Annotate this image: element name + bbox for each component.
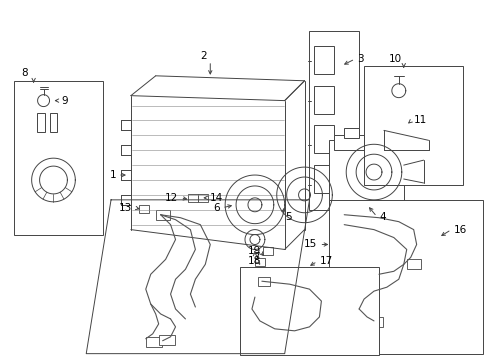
Text: 5: 5	[284, 212, 291, 222]
Text: 8: 8	[21, 68, 28, 78]
Text: 1: 1	[109, 170, 116, 180]
Bar	[314, 165, 334, 193]
Bar	[158, 335, 174, 345]
Bar	[37, 113, 44, 132]
Text: 6: 6	[213, 203, 220, 213]
Bar	[49, 113, 57, 132]
Bar	[139, 205, 148, 213]
Bar	[314, 125, 334, 153]
Text: 17: 17	[319, 256, 332, 266]
Bar	[406, 260, 420, 269]
Text: 18: 18	[247, 256, 261, 266]
Text: 2: 2	[200, 51, 206, 61]
Bar	[328, 140, 403, 205]
Bar	[368, 317, 382, 327]
Bar	[145, 337, 162, 347]
Text: 16: 16	[452, 225, 466, 235]
Bar	[334, 135, 364, 150]
Bar	[257, 277, 269, 286]
Bar	[328, 200, 482, 354]
Text: 4: 4	[378, 212, 385, 222]
Text: 7: 7	[252, 252, 259, 262]
Text: 12: 12	[165, 193, 178, 203]
Bar	[314, 46, 334, 74]
Text: 10: 10	[388, 54, 401, 64]
Bar	[309, 31, 358, 210]
Bar	[344, 129, 358, 138]
Bar	[198, 194, 208, 202]
Bar	[155, 210, 169, 220]
Bar	[254, 258, 264, 266]
Text: 19: 19	[247, 247, 261, 256]
Bar	[263, 247, 272, 255]
Bar	[364, 66, 462, 185]
Text: 14: 14	[210, 193, 223, 203]
Text: 11: 11	[413, 116, 426, 126]
Bar	[240, 267, 378, 355]
Text: 15: 15	[304, 239, 317, 249]
Bar	[14, 81, 103, 235]
Text: 3: 3	[356, 54, 363, 64]
Text: 13: 13	[119, 203, 132, 213]
Text: 9: 9	[61, 96, 68, 105]
Bar	[314, 86, 334, 113]
Bar	[188, 194, 198, 202]
